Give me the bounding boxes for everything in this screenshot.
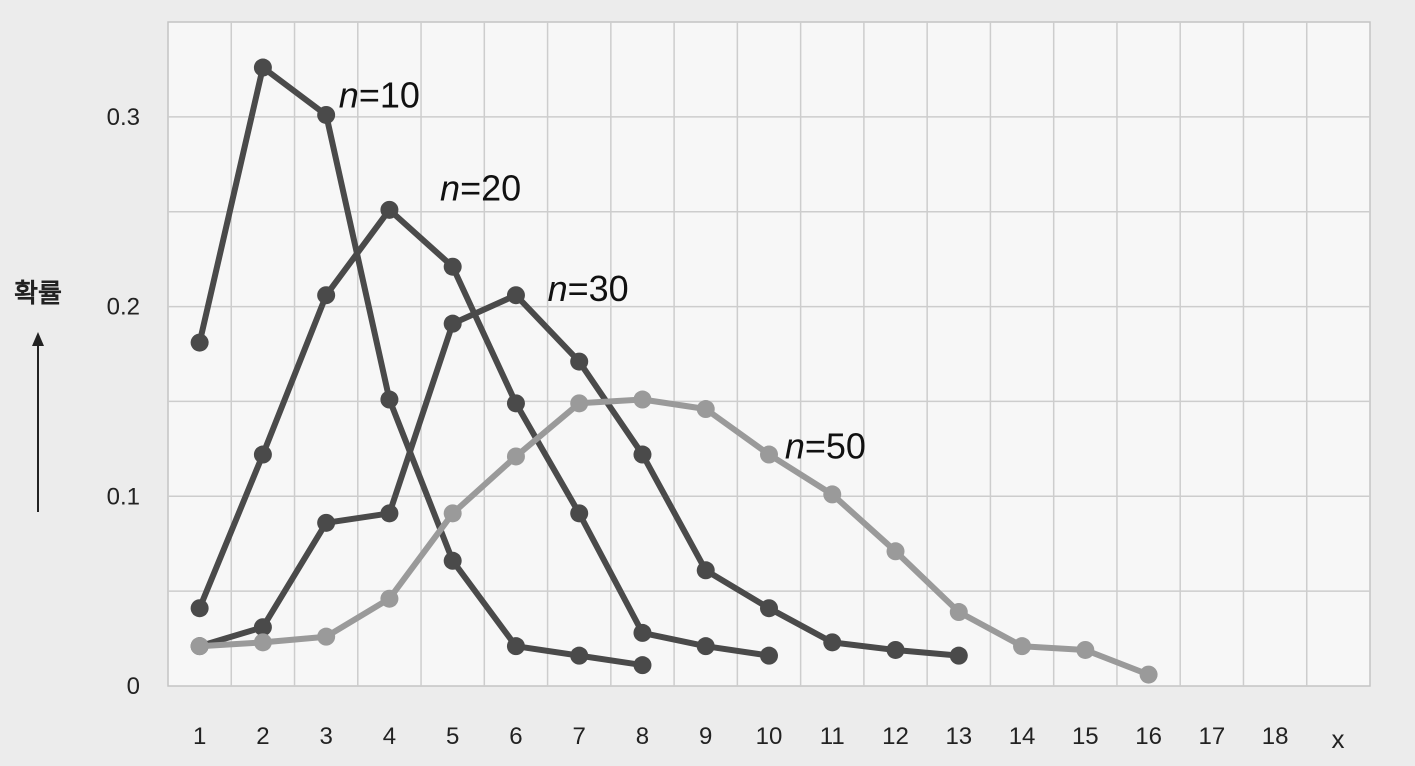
series-label-value: =20 [460,167,521,208]
data-point [443,314,462,333]
plot-area [167,21,1371,687]
series-label-n: n [339,74,359,115]
data-point [190,333,209,352]
data-point [443,504,462,523]
x-tick-label: 11 [820,723,845,750]
series-label-value: =50 [805,425,866,466]
x-tick-label: 10 [756,723,783,750]
data-point [253,618,272,637]
data-point [570,394,589,413]
data-point [886,640,905,659]
data-point [760,599,778,618]
x-axis-label: x [1332,724,1345,754]
data-point [760,445,778,464]
x-tick-label: 18 [1262,723,1289,750]
data-point [1139,665,1158,684]
x-tick-label: 13 [945,723,972,750]
x-tick-label: 14 [1009,723,1036,750]
data-point [506,637,525,656]
axis-labels: 확률 x [14,278,1344,754]
x-tick-label: 1 [193,723,206,750]
data-point [317,513,336,532]
x-tick-label: 16 [1135,723,1162,750]
data-point [253,633,272,652]
data-point [317,105,336,124]
series-n-10 [190,58,652,675]
data-point [633,656,652,675]
series-label-n: n [440,167,460,208]
data-point [760,646,778,665]
data-point [317,286,336,305]
data-point [949,603,968,622]
data-point [190,637,209,656]
data-point [570,352,589,371]
series-label: n=20 [440,167,521,208]
y-tick-label: 0 [127,673,140,700]
series-labels: n=10n=20n=30n=50 [339,74,866,466]
data-point [570,504,589,523]
series-label: n=30 [548,268,629,309]
series-label-value: =30 [568,268,629,309]
x-tick-label: 6 [509,723,522,750]
series-line [196,206,772,659]
series-line [196,396,1152,678]
series-label-value: =10 [359,74,420,115]
data-point [823,485,842,504]
x-tick-label: 4 [383,723,396,750]
series-group [190,58,1158,684]
data-point [190,599,209,618]
data-point [253,58,272,77]
y-tick-label: 0.1 [107,483,140,510]
data-point [1076,640,1095,659]
data-point [317,627,336,646]
data-point [443,551,462,570]
x-tick-label: 3 [319,723,332,750]
data-point [696,561,715,580]
x-tick-label: 7 [573,723,586,750]
data-point [506,394,525,413]
series-label: n=50 [785,425,866,466]
data-point [380,589,399,608]
data-point [949,646,968,665]
x-tick-label: 12 [882,723,909,750]
y-tick-label: 0.2 [107,294,140,321]
series-n-50 [190,390,1158,684]
data-point [696,400,715,419]
data-point [570,646,589,665]
data-point [380,504,399,523]
data-point [633,445,652,464]
data-point [823,633,842,652]
data-point [633,623,652,642]
series-label-n: n [785,425,805,466]
series-n-20 [190,200,778,665]
data-point [506,447,525,466]
data-point [380,390,399,409]
data-point [886,542,905,561]
x-tick-label: 9 [699,723,712,750]
grid-lines [167,21,1371,687]
x-tick-label: 8 [636,723,649,750]
series-label-n: n [548,268,568,309]
y-tick-label: 0.3 [107,104,140,131]
y-axis-arrow [32,332,44,512]
series-n-30 [190,286,968,665]
x-tick-label: 2 [256,723,269,750]
x-tick-label: 15 [1072,723,1099,750]
data-point [506,286,525,305]
data-point [443,257,462,276]
x-tick-label: 17 [1198,723,1225,750]
y-axis-label: 확률 [14,278,62,308]
data-point [253,445,272,464]
data-point [1013,637,1032,656]
series-line [196,64,646,669]
data-point [380,200,399,219]
data-point [633,390,652,409]
series-label: n=10 [339,74,420,115]
data-point [696,637,715,656]
x-tick-label: 5 [446,723,459,750]
